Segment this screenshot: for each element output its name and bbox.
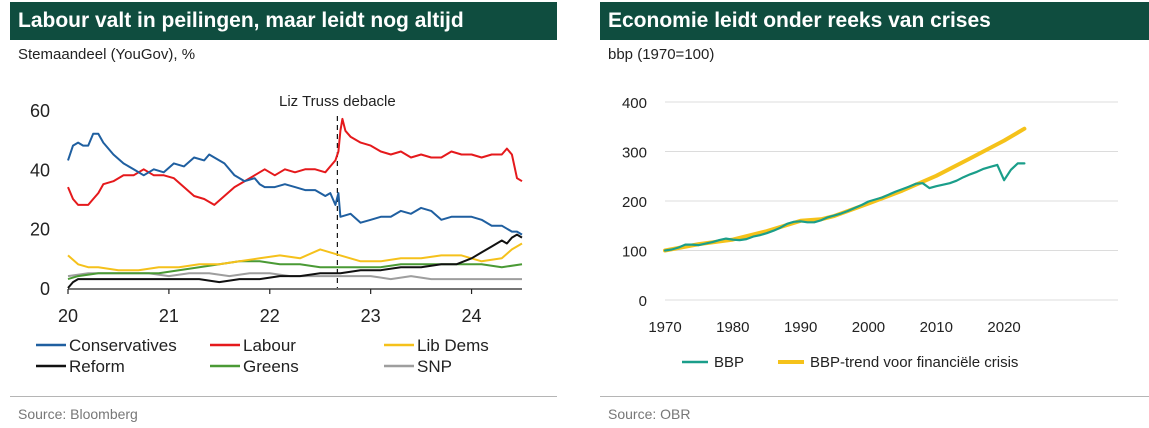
chart-panel-polls: Labour valt in peilingen, maar leidt nog… [0, 0, 557, 428]
series-line-bbp-trend [663, 126, 1027, 253]
legend-label: Labour [243, 336, 296, 355]
chart-subtitle: bbp (1970=100) [608, 46, 715, 63]
chart-plot-polls: 0 20 40 60 20 21 22 23 24 Liz Truss debacle Conser… [30, 93, 523, 376]
y-tick-label: 0 [40, 279, 50, 299]
x-tick-label: 1990 [784, 319, 817, 336]
chart-title: Economie leidt onder reeks van crises [600, 2, 1149, 40]
y-tick-label: 0 [639, 293, 647, 310]
series-line-reform [67, 233, 523, 289]
x-tick-label: 2010 [920, 319, 953, 336]
y-tick-label: 300 [622, 145, 647, 162]
y-tick-label: 400 [622, 95, 647, 112]
legend-label: Reform [69, 357, 125, 376]
source-divider [600, 396, 1149, 397]
x-tick-label: 21 [159, 306, 179, 326]
y-tick-label: 40 [30, 160, 50, 180]
chart-title: Labour valt in peilingen, maar leidt nog… [10, 2, 557, 40]
chart-source: Source: OBR [608, 406, 691, 422]
y-tick-label: 200 [622, 194, 647, 211]
y-tick-label: 100 [622, 244, 647, 261]
chart-source: Source: Bloomberg [18, 406, 138, 422]
x-tick-label: 23 [361, 306, 381, 326]
x-tick-label: 20 [58, 306, 78, 326]
chart-subtitle: Stemaandeel (YouGov), % [18, 46, 196, 63]
chart-plot-gdp: 0 100 200 300 400 1970 1980 1990 2000 2010 2020 BBP… [622, 95, 1118, 371]
annotation-label: Liz Truss debacle [279, 93, 396, 110]
series-line-conservatives [67, 132, 523, 236]
legend-label: BBP-trend voor financiële crisis [810, 354, 1018, 371]
legend-label: Greens [243, 357, 299, 376]
source-divider [10, 396, 557, 397]
x-tick-label: 1970 [648, 319, 681, 336]
x-tick-label: 2020 [987, 319, 1020, 336]
x-tick-label: 22 [260, 306, 280, 326]
y-tick-label: 20 [30, 220, 50, 240]
series-line-bbp [663, 162, 1026, 252]
x-tick-label: 2000 [852, 319, 885, 336]
legend-label: SNP [417, 357, 452, 376]
x-tick-label: 1980 [716, 319, 749, 336]
x-tick-label: 24 [462, 306, 482, 326]
series-line-labour [67, 117, 523, 206]
y-tick-label: 60 [30, 101, 50, 121]
legend-label: Conservatives [69, 336, 177, 355]
legend-label: Lib Dems [417, 336, 489, 355]
legend-label: BBP [714, 354, 744, 371]
series-line-lib-dems [67, 242, 523, 272]
chart-panel-gdp: Economie leidt onder reeks van crises bb… [590, 0, 1149, 428]
